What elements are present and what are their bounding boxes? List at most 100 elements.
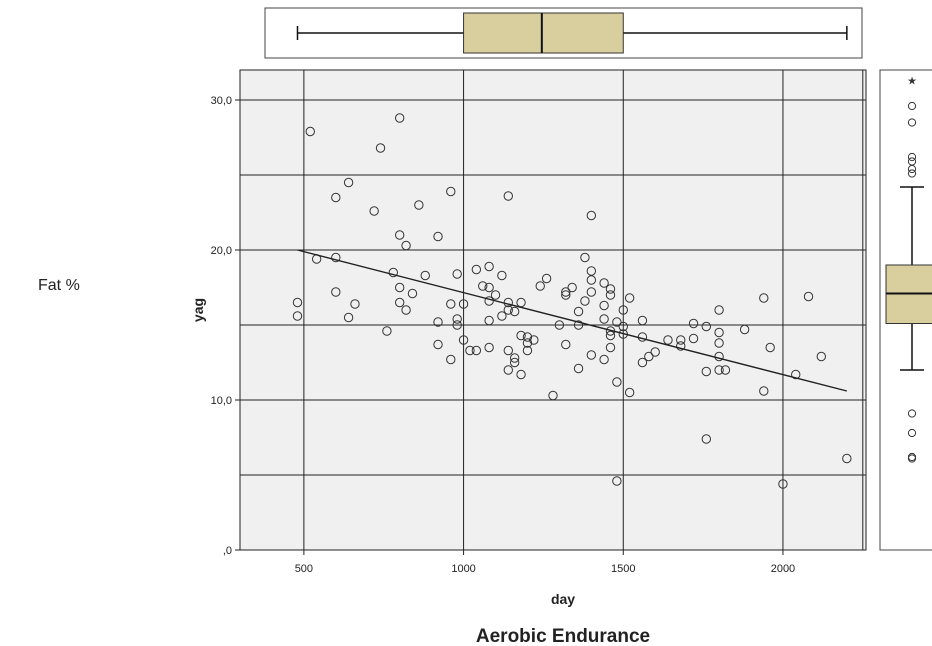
data-point <box>637 357 648 368</box>
y-tick-label: 10,0 <box>211 395 232 407</box>
data-point <box>714 338 724 348</box>
data-point <box>407 288 418 299</box>
data-point <box>778 479 788 489</box>
data-point <box>714 365 724 375</box>
y-box-outlier <box>907 152 917 162</box>
data-point <box>561 287 571 297</box>
y-tick-label: ,0 <box>223 545 232 557</box>
data-point <box>331 252 341 263</box>
data-point <box>369 206 379 216</box>
data-point <box>759 386 769 396</box>
data-point <box>305 126 315 137</box>
data-point <box>816 351 826 362</box>
data-point <box>484 315 494 326</box>
data-point <box>791 369 801 380</box>
x-tick-label: 1500 <box>611 563 635 575</box>
data-point <box>497 270 507 281</box>
x-tick-label: 1000 <box>451 563 475 575</box>
data-point <box>618 321 628 332</box>
data-point <box>401 240 411 251</box>
data-point <box>414 200 424 210</box>
data-point <box>554 320 565 330</box>
data-point <box>637 315 648 326</box>
side-label: Fat % <box>38 277 80 294</box>
data-point <box>567 282 577 293</box>
data-point <box>720 365 731 375</box>
data-point <box>580 252 590 263</box>
data-point <box>292 311 303 321</box>
data-point <box>394 297 405 308</box>
data-point <box>561 290 571 300</box>
data-point <box>394 113 405 123</box>
y-boxplot-panel: ★ <box>879 69 932 551</box>
data-point <box>605 330 616 341</box>
data-point <box>433 231 443 242</box>
chart-caption: Aerobic Endurance <box>476 626 650 646</box>
axis-ticks: 500 1000 1500 2000 ,0 10,0 20,0 30,0 <box>211 95 796 575</box>
data-point <box>509 357 520 368</box>
data-point <box>714 305 724 315</box>
data-point <box>522 332 533 342</box>
data-point <box>688 333 699 344</box>
data-point <box>605 284 616 294</box>
data-point <box>331 287 341 297</box>
data-point <box>650 347 660 357</box>
data-point <box>478 281 488 291</box>
data-point <box>522 338 533 348</box>
data-point <box>497 311 507 321</box>
data-point <box>644 351 654 362</box>
x-axis-label: day <box>551 591 575 607</box>
y-box-outlier <box>907 157 917 166</box>
data-point <box>471 264 482 275</box>
data-point <box>612 317 622 327</box>
data-point <box>401 305 411 315</box>
data-point <box>599 354 609 365</box>
data-point <box>739 324 750 335</box>
data-point <box>586 350 597 360</box>
y-box-outlier <box>907 409 917 418</box>
data-point <box>350 299 360 309</box>
data-point <box>452 314 462 324</box>
data-point <box>599 278 609 288</box>
data-point <box>535 281 545 291</box>
y-box-extreme: ★ <box>907 76 917 88</box>
y-box-outlier <box>907 428 917 438</box>
data-point <box>503 191 513 201</box>
y-tick-label: 20,0 <box>211 245 232 257</box>
data-point <box>612 476 622 486</box>
fit-line-layer <box>297 249 848 392</box>
data-point <box>503 365 513 375</box>
data-point <box>465 345 475 356</box>
data-point <box>548 390 558 401</box>
y-box-outlier <box>907 101 917 111</box>
data-point <box>701 321 712 332</box>
data-point <box>446 186 456 197</box>
data-point <box>503 305 513 315</box>
data-point <box>573 320 584 330</box>
data-point <box>586 266 597 276</box>
data-point <box>624 293 635 303</box>
scatter-panel: 500 1000 1500 2000 ,0 10,0 20,0 30,0 yag day <box>190 69 867 607</box>
data-point <box>586 275 597 285</box>
data-point <box>522 345 533 356</box>
data-point <box>605 342 616 353</box>
data-point <box>618 305 628 315</box>
plot-area <box>239 69 867 551</box>
y-tick-label: 30,0 <box>211 95 232 107</box>
data-point <box>458 335 469 345</box>
data-point <box>394 282 405 293</box>
data-point <box>541 273 552 284</box>
data-point <box>382 326 392 336</box>
data-points <box>292 113 852 489</box>
data-point <box>759 293 769 303</box>
data-point <box>573 306 584 317</box>
data-point <box>509 353 520 363</box>
data-point <box>343 177 354 188</box>
data-point <box>484 296 494 306</box>
data-point <box>394 230 405 240</box>
data-point <box>599 300 609 311</box>
x-tick-label: 500 <box>295 563 313 575</box>
data-point <box>484 261 494 272</box>
data-point <box>503 345 513 356</box>
